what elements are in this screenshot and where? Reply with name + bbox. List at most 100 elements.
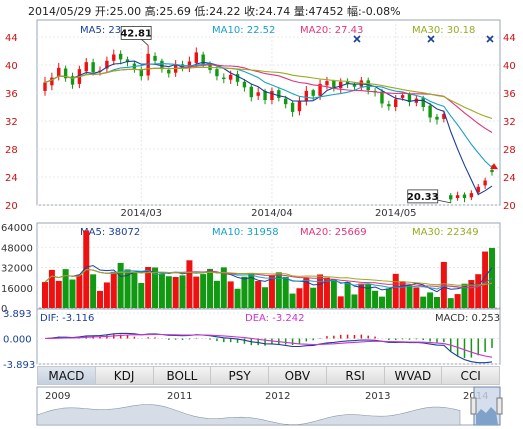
- low-label: 低:: [194, 5, 210, 18]
- triangle-up-icon: [490, 163, 498, 170]
- candle: [235, 70, 240, 86]
- volume-bar: [413, 287, 420, 308]
- x-marker-icon: [427, 35, 435, 43]
- candle: [270, 87, 274, 105]
- candle-body: [153, 55, 157, 61]
- candle-body: [146, 53, 150, 76]
- candle: [435, 114, 439, 125]
- price-ma-legend: MA10: 22.52: [212, 25, 275, 36]
- dea-legend: DEA: -3.242: [245, 313, 304, 324]
- navigator-right-handle[interactable]: [496, 397, 503, 415]
- volume-bar: [482, 251, 489, 308]
- navigator-left-handle[interactable]: [470, 397, 477, 415]
- candle-body: [421, 97, 425, 107]
- volume-bar: [97, 290, 104, 308]
- volume-ma5-line: [44, 265, 493, 293]
- volume-panel[interactable]: 64000 48000 32000 16000 0 MA5: 38072 MA10: 319…: [1, 222, 501, 315]
- volume-bar: [172, 276, 179, 308]
- volume-bar: [145, 266, 152, 308]
- price-axis-right-label: 40: [503, 61, 516, 72]
- candle-body: [57, 67, 61, 77]
- candle: [118, 50, 123, 65]
- volume-ma10-line: [44, 268, 493, 290]
- candle: [112, 49, 116, 65]
- volume-ma-legend: MA20: 25669: [300, 227, 367, 238]
- tab-boll[interactable]: BOLL: [154, 367, 212, 384]
- volume-bar: [179, 275, 186, 308]
- candle-body: [352, 84, 357, 87]
- volume-bar: [248, 273, 255, 308]
- tab-rsi[interactable]: RSI: [327, 367, 385, 384]
- volume-bar: [344, 282, 351, 308]
- price-axis-left-label: 44: [5, 33, 18, 44]
- volume-bar: [399, 281, 406, 308]
- price-axis-left-label: 24: [5, 173, 18, 184]
- candle-body: [194, 52, 198, 63]
- tab-cci[interactable]: CCI: [460, 368, 481, 383]
- price-ma-legend: MA30: 30.18: [412, 25, 475, 36]
- candle-body: [387, 104, 391, 107]
- volume-value: 47452: [308, 5, 344, 18]
- candle: [249, 83, 254, 102]
- candle-body: [490, 170, 494, 173]
- candle: [380, 88, 384, 108]
- date-axis-label: 2014/04: [251, 208, 293, 219]
- volume-bar: [303, 278, 310, 308]
- candle-body: [249, 86, 254, 98]
- volume-bar: [461, 283, 468, 308]
- candle: [283, 95, 288, 109]
- tab-wvad[interactable]: WVAD: [385, 367, 443, 384]
- price-axis-right-label: 32: [503, 117, 516, 128]
- tab-kdj[interactable]: KDJ: [96, 367, 154, 384]
- candle: [146, 45, 150, 81]
- volume-bar: [440, 261, 447, 308]
- price-axis-right-label: 24: [503, 173, 516, 184]
- volume-bar: [69, 279, 76, 308]
- volume-ma-legend: MA5: 38072: [80, 227, 140, 238]
- candle-body: [325, 81, 329, 86]
- candle: [256, 87, 260, 100]
- candle: [462, 192, 467, 203]
- macd-axis-label: 3.893: [3, 309, 32, 320]
- volume-bar: [351, 294, 358, 308]
- candle-body: [242, 81, 247, 88]
- volume-bar: [323, 277, 330, 308]
- candle: [70, 72, 75, 89]
- indicator-tab-bar: MACD KDJ BOLL PSY OBV RSI WVAD CCI: [37, 366, 500, 385]
- volume-bar: [138, 282, 145, 308]
- candle-body: [125, 59, 130, 63]
- date-axis-label: 2014/03: [121, 208, 163, 219]
- candle-body: [263, 90, 267, 100]
- change-value: -0.08%: [361, 5, 401, 18]
- high-value: 25.69: [159, 5, 191, 18]
- navigator-selection[interactable]: [470, 386, 503, 426]
- volume-bar: [200, 274, 207, 308]
- candle-body: [400, 95, 405, 98]
- open-label: 开:: [94, 5, 110, 18]
- candle: [297, 96, 302, 116]
- candle: [222, 73, 226, 84]
- candle-body: [449, 195, 453, 200]
- tab-obv[interactable]: OBV: [269, 367, 327, 384]
- volume-bar: [76, 274, 83, 308]
- price-axis-right-label: 28: [503, 145, 516, 156]
- candle-body: [112, 54, 116, 61]
- candle-body: [160, 60, 164, 70]
- candle: [277, 88, 281, 102]
- tab-psy[interactable]: PSY: [211, 367, 269, 384]
- volume-bar: [406, 285, 413, 308]
- price-axis-left-label: 28: [5, 145, 18, 156]
- time-navigator[interactable]: 20092011201220132014: [36, 386, 503, 426]
- x-marker-stroke: [427, 35, 435, 43]
- candle: [91, 58, 95, 76]
- ma30-line: [44, 66, 493, 120]
- volume-bar: [117, 262, 124, 308]
- tab-macd[interactable]: MACD: [38, 367, 96, 384]
- macd-panel[interactable]: 3.893 0.000 -3.893 DIF: -3.116 DEA: -3.242 MA…: [3, 308, 501, 371]
- price-panel[interactable]: 44 44 40 40 36 36 32 32 28 28 24 24 20 20 2014/03 2014/…: [5, 19, 516, 219]
- candle-body: [201, 54, 205, 65]
- volume-axis-label: 32000: [1, 264, 33, 275]
- volume-bar: [268, 274, 275, 308]
- candle-body: [318, 83, 322, 96]
